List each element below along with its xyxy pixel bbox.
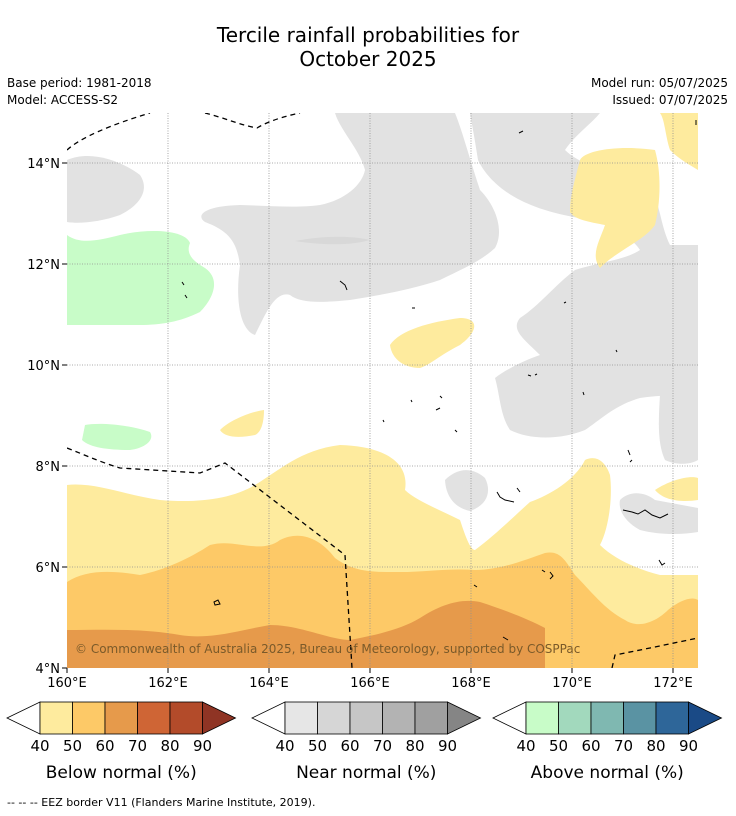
colorbar-legends: 40 50 60 70 80 90 Below normal (%) 40 50 60 70 80 90… [6, 701, 723, 783]
colorbar-tick-label: 40 [30, 737, 49, 755]
longitude-labels: 160°E 162°E 164°E 166°E 168°E 170°E 172°… [47, 676, 693, 691]
colorbar-low-triangle [6, 701, 41, 735]
map-area: © Commonwealth of Australia 2025, Bureau… [67, 113, 698, 668]
issued-label: Issued: 07/07/2025 [612, 93, 728, 107]
lat-label: 4°N [36, 662, 61, 677]
near-normal-inner [295, 236, 370, 245]
colorbar-tick-label: 60 [95, 737, 114, 755]
colorbar-tick-label: 70 [128, 737, 147, 755]
colorbar-high-triangle [202, 701, 237, 735]
colorbar-segment [655, 701, 689, 735]
lat-label: 10°N [27, 359, 60, 374]
colorbar-segment [590, 701, 624, 735]
colorbar-tick-label: 90 [193, 737, 212, 755]
chart-title-line1: Tercile rainfall probabilities for [216, 23, 520, 47]
colorbar-tick-label: 50 [549, 737, 568, 755]
lat-label: 14°N [27, 157, 60, 172]
lon-label: 168°E [451, 676, 491, 691]
lon-label: 166°E [350, 676, 390, 691]
lon-label: 164°E [249, 676, 289, 691]
copyright-notice: © Commonwealth of Australia 2025, Bureau… [75, 642, 580, 656]
colorbar-low-triangle [492, 701, 527, 735]
colorbar-title: Near normal (%) [296, 763, 436, 783]
colorbar-segment [623, 701, 657, 735]
eez-footer-note: -- -- -- EEZ border V11 (Flanders Marine… [7, 796, 316, 809]
colorbar-segment [284, 701, 318, 735]
colorbar-tick-label: 40 [275, 737, 294, 755]
lon-label: 170°E [552, 676, 592, 691]
chart-title-line2: October 2025 [299, 47, 437, 71]
colorbar-high-triangle [688, 701, 723, 735]
model-label: Model: ACCESS-S2 [7, 93, 119, 107]
lon-label: 160°E [47, 676, 87, 691]
colorbar-segment [137, 701, 171, 735]
colorbar-tick-label: 80 [405, 737, 424, 755]
colorbar-tick-label: 70 [373, 737, 392, 755]
colorbar-tick-label: 50 [63, 737, 82, 755]
colorbar-segment [39, 701, 73, 735]
lat-label: 12°N [27, 258, 60, 273]
colorbar-title: Below normal (%) [46, 763, 197, 783]
colorbar-2: 40 50 60 70 80 90 Above normal (%) [492, 701, 723, 783]
colorbar-segment [72, 701, 106, 735]
latitude-labels: 14°N 12°N 10°N 8°N 6°N 4°N [27, 157, 60, 677]
colorbar-tick-label: 90 [679, 737, 698, 755]
colorbar-0: 40 50 60 70 80 90 Below normal (%) [6, 701, 237, 783]
lat-label: 6°N [36, 561, 61, 576]
colorbar-title: Above normal (%) [531, 763, 684, 783]
axis-ticks [62, 162, 674, 673]
below-normal-60-70-regions [67, 600, 545, 668]
colorbar-tick-label: 60 [340, 737, 359, 755]
colorbar-tick-label: 50 [308, 737, 327, 755]
colorbar-segment [349, 701, 383, 735]
colorbar-segment [414, 701, 448, 735]
colorbar-tick-label: 80 [160, 737, 179, 755]
colorbar-segment [317, 701, 351, 735]
eez-borders [67, 113, 698, 668]
colorbar-tick-label: 90 [438, 737, 457, 755]
colorbar-high-triangle [447, 701, 482, 735]
island-outlines [181, 120, 697, 641]
lon-label: 172°E [653, 676, 693, 691]
colorbar-segment [104, 701, 138, 735]
above-normal-regions [67, 231, 215, 450]
colorbar-tick-label: 80 [646, 737, 665, 755]
colorbar-segment [525, 701, 559, 735]
colorbar-segment [382, 701, 416, 735]
base-period-label: Base period: 1981-2018 [7, 76, 152, 90]
lon-label: 162°E [148, 676, 188, 691]
colorbar-segment [558, 701, 592, 735]
colorbar-tick-label: 40 [516, 737, 535, 755]
colorbar-tick-label: 60 [581, 737, 600, 755]
model-run-label: Model run: 05/07/2025 [590, 76, 728, 90]
colorbar-tick-label: 70 [614, 737, 633, 755]
lat-label: 8°N [36, 460, 61, 475]
colorbar-segment [169, 701, 203, 735]
colorbar-low-triangle [251, 701, 286, 735]
map-gridlines [67, 113, 698, 668]
